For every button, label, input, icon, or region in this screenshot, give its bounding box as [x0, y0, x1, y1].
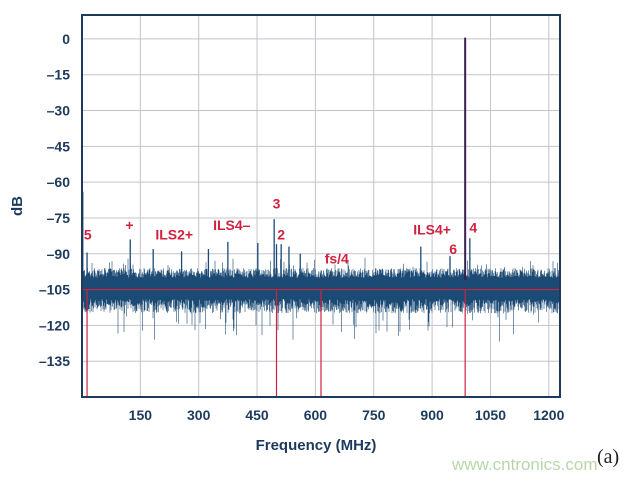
y-tick-labels: 0 –15 –30 –45 –60 –75 –90 –105 –120 –135	[39, 31, 70, 369]
grid	[82, 15, 560, 397]
spur-annotation: 6	[449, 241, 457, 257]
y-tick-label: –45	[47, 138, 71, 154]
spur-annotation: ILS4+	[413, 222, 451, 238]
x-axis-label: Frequency (MHz)	[256, 437, 377, 454]
x-tick-label: 750	[362, 407, 386, 423]
panel-label: (a)	[597, 446, 619, 468]
y-tick-label: –135	[39, 353, 70, 369]
y-tick-label: –90	[47, 246, 71, 262]
y-tick-label: –60	[47, 174, 71, 190]
spur-annotation: 3	[273, 195, 281, 211]
x-tick-label: 1200	[533, 407, 564, 423]
x-tick-label: 150	[129, 407, 153, 423]
watermark: www.cntronics.com	[451, 455, 597, 474]
x-tick-label: 900	[420, 407, 444, 423]
spur-annotation: ILS4–	[213, 217, 251, 233]
spur-annotation: 4	[469, 219, 477, 235]
spur-annotation: 2	[277, 226, 285, 242]
y-tick-label: –30	[47, 103, 71, 119]
y-tick-label: –105	[39, 282, 70, 298]
plot-frame	[81, 14, 561, 398]
spur-annotation: 5	[84, 226, 92, 242]
y-tick-label: –75	[47, 210, 71, 226]
x-tick-label: 300	[187, 407, 211, 423]
x-tick-label: 450	[245, 407, 269, 423]
y-tick-label: 0	[62, 31, 70, 47]
spur-annotation: +	[125, 217, 133, 233]
reference-lines	[82, 288, 560, 397]
spur-annotation: ILS2+	[155, 226, 193, 242]
spur-annotation: fs/4	[325, 250, 349, 266]
annotations: 5 + ILS2+ ILS4– 3 2 fs/4 ILS4+ 64	[84, 195, 477, 266]
y-tick-label: –15	[47, 67, 71, 83]
x-tick-label: 600	[304, 407, 328, 423]
x-tick-label: 1050	[475, 407, 506, 423]
y-axis-label: dB	[9, 196, 26, 216]
x-tick-labels: 150 300 450 600 750 900 1050 1200	[129, 407, 565, 423]
y-tick-label: –120	[39, 317, 70, 333]
